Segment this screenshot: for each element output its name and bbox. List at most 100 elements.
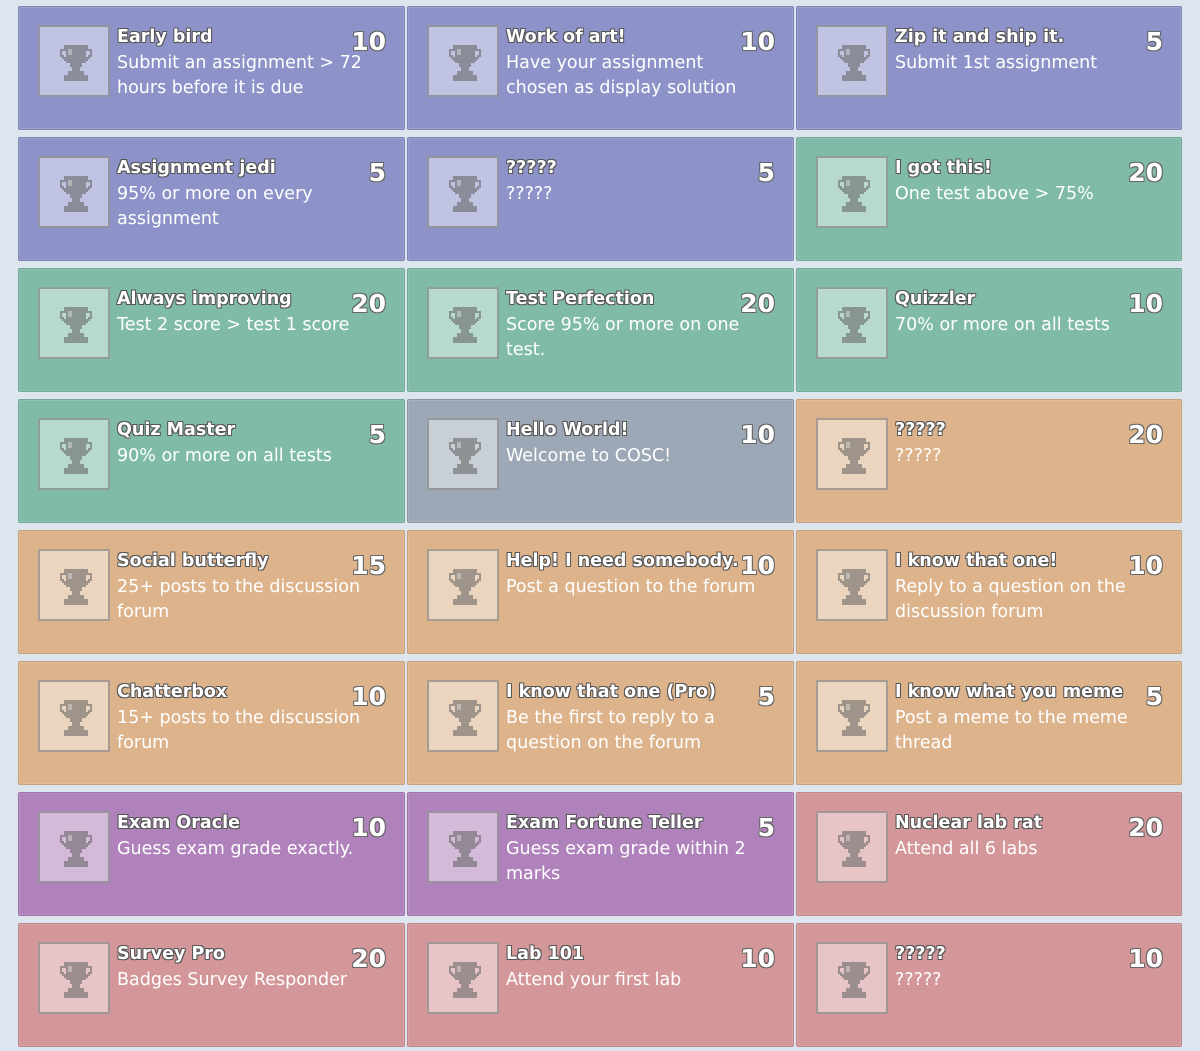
badge-icon-frame	[816, 680, 888, 752]
trophy-icon	[838, 307, 870, 343]
badge-card[interactable]: Chatterbox 15+ posts to the discussion f…	[18, 661, 405, 785]
trophy-icon	[60, 700, 92, 736]
badge-description: Guess exam grade within 2 marks	[506, 839, 746, 884]
badge-card[interactable]: Always improving Test 2 score > test 1 s…	[18, 268, 405, 392]
badge-title: Exam Oracle	[117, 813, 240, 833]
badge-points: 10	[740, 944, 775, 973]
trophy-icon	[60, 962, 92, 998]
badge-icon-frame	[427, 156, 499, 228]
trophy-icon	[60, 569, 92, 605]
badge-card[interactable]: ????? ????? 10	[796, 923, 1182, 1047]
badge-card[interactable]: Help! I need somebody. Post a question t…	[407, 530, 794, 654]
badge-description: Submit 1st assignment	[895, 53, 1098, 73]
badge-card[interactable]: Assignment jedi 95% or more on every ass…	[18, 137, 405, 261]
badge-icon-frame	[816, 287, 888, 359]
badge-points: 5	[368, 420, 386, 449]
badge-title: Survey Pro	[117, 944, 225, 964]
trophy-icon	[449, 307, 481, 343]
badge-card[interactable]: Early bird Submit an assignment > 72 hou…	[18, 6, 405, 130]
badge-points: 5	[757, 158, 775, 187]
badge-description: 15+ posts to the discussion forum	[117, 708, 361, 753]
badge-card[interactable]: Nuclear lab rat Attend all 6 labs 20	[796, 792, 1182, 916]
trophy-icon	[449, 45, 481, 81]
trophy-icon	[449, 569, 481, 605]
badge-points: 10	[351, 682, 386, 711]
badge-icon-frame	[38, 811, 110, 883]
trophy-icon	[838, 700, 870, 736]
trophy-icon	[838, 176, 870, 212]
badge-icon-frame	[816, 25, 888, 97]
badge-icon-frame	[427, 418, 499, 490]
badge-icon-frame	[427, 811, 499, 883]
badge-title: Social butterfly	[117, 551, 269, 571]
badge-icon-frame	[816, 942, 888, 1014]
badge-points: 10	[1128, 944, 1163, 973]
trophy-icon	[60, 307, 92, 343]
trophy-icon	[449, 176, 481, 212]
badge-card[interactable]: Exam Fortune Teller Guess exam grade wit…	[407, 792, 794, 916]
badge-title: Zip it and ship it.	[895, 27, 1065, 47]
badge-points: 10	[1128, 551, 1163, 580]
badge-card[interactable]: Lab 101 Attend your first lab 10	[407, 923, 794, 1047]
badge-title: Chatterbox	[117, 682, 228, 702]
badge-icon-frame	[38, 156, 110, 228]
badge-card[interactable]: ????? ????? 20	[796, 399, 1182, 523]
badge-card[interactable]: Exam Oracle Guess exam grade exactly. 10	[18, 792, 405, 916]
badge-card[interactable]: Survey Pro Badges Survey Responder 20	[18, 923, 405, 1047]
badge-description: Score 95% or more on one test.	[506, 315, 740, 360]
badge-points: 10	[740, 551, 775, 580]
trophy-icon	[449, 831, 481, 867]
badge-card[interactable]: Test Perfection Score 95% or more on one…	[407, 268, 794, 392]
badge-card[interactable]: Social butterfly 25+ posts to the discus…	[18, 530, 405, 654]
badge-card[interactable]: Hello World! Welcome to COSC! 10	[407, 399, 794, 523]
trophy-icon	[838, 831, 870, 867]
badge-card[interactable]: ????? ????? 5	[407, 137, 794, 261]
badge-card[interactable]: Quizzler 70% or more on all tests 10	[796, 268, 1182, 392]
badge-description: 90% or more on all tests	[117, 446, 332, 466]
badge-grid: Early bird Submit an assignment > 72 hou…	[18, 6, 1182, 1047]
trophy-icon	[60, 438, 92, 474]
badge-title: I know that one!	[895, 551, 1058, 571]
badge-description: One test above > 75%	[895, 184, 1094, 204]
badge-points: 10	[351, 813, 386, 842]
trophy-icon	[60, 176, 92, 212]
badge-card[interactable]: I know that one (Pro) Be the first to re…	[407, 661, 794, 785]
badge-title: Quiz Master	[117, 420, 236, 440]
badge-points: 10	[740, 420, 775, 449]
badge-card[interactable]: Work of art! Have your assignment chosen…	[407, 6, 794, 130]
badge-icon-frame	[427, 942, 499, 1014]
badge-description: Reply to a question on the discussion fo…	[895, 577, 1126, 622]
badge-description: 95% or more on every assignment	[117, 184, 313, 229]
badge-icon-frame	[427, 287, 499, 359]
badge-card[interactable]: I got this! One test above > 75% 20	[796, 137, 1182, 261]
badge-title: ?????	[506, 158, 557, 178]
badge-description: Test 2 score > test 1 score	[117, 315, 350, 335]
badge-description: Have your assignment chosen as display s…	[506, 53, 737, 98]
badge-points: 15	[351, 551, 386, 580]
trophy-icon	[838, 45, 870, 81]
trophy-icon	[838, 962, 870, 998]
badge-points: 5	[757, 813, 775, 842]
badge-points: 10	[740, 27, 775, 56]
badge-icon-frame	[38, 942, 110, 1014]
badge-description: ?????	[895, 970, 942, 990]
badge-icon-frame	[38, 287, 110, 359]
badge-icon-frame	[38, 25, 110, 97]
badge-description: Guess exam grade exactly.	[117, 839, 354, 859]
badge-description: Post a question to the forum	[506, 577, 756, 597]
badge-points: 10	[1128, 289, 1163, 318]
badge-description: Post a meme to the meme thread	[895, 708, 1128, 753]
badge-title: Exam Fortune Teller	[506, 813, 703, 833]
badge-description: Attend all 6 labs	[895, 839, 1038, 859]
badge-card[interactable]: I know that one! Reply to a question on …	[796, 530, 1182, 654]
badge-card[interactable]: Quiz Master 90% or more on all tests 5	[18, 399, 405, 523]
badge-points: 20	[351, 289, 386, 318]
badge-card[interactable]: I know what you meme Post a meme to the …	[796, 661, 1182, 785]
badge-title: Lab 101	[506, 944, 585, 964]
badge-card[interactable]: Zip it and ship it. Submit 1st assignmen…	[796, 6, 1182, 130]
badge-title: Work of art!	[506, 27, 626, 47]
badge-description: Submit an assignment > 72 hours before i…	[117, 53, 362, 98]
badge-icon-frame	[816, 811, 888, 883]
badge-description: Welcome to COSC!	[506, 446, 672, 466]
trophy-icon	[449, 438, 481, 474]
